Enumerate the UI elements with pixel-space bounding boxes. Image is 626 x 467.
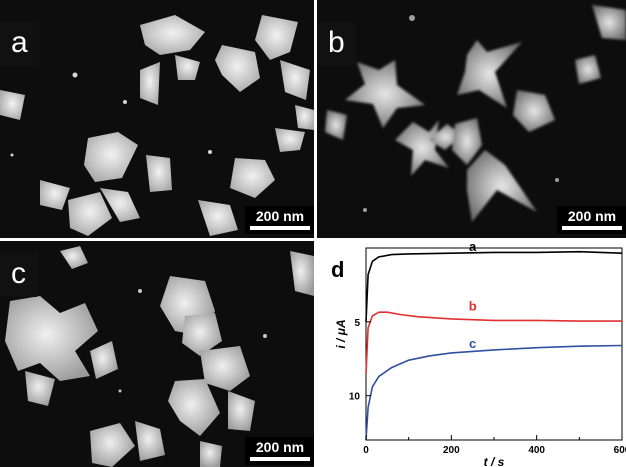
scale-bar-line-b [562,226,622,230]
x-tick-label-0: 0 [363,445,369,456]
scale-bar-label-b: 200 nm [567,208,617,224]
x-tick-label-200: 200 [443,445,460,456]
x-tick-label-600: 600 [614,445,626,456]
chart-panel-d: a b c 0 200 400 600 5 10 t / s i / μA d [317,241,626,467]
panel-label-c: c [0,253,37,297]
scale-bar-line-a [250,226,310,230]
scale-bar-label-a: 200 nm [255,208,305,224]
sem-image-a [0,15,314,236]
chart-panel-label: d [331,257,344,282]
series-line-b [365,311,622,374]
panel-label-b: b [317,22,356,66]
scale-bar-a: 200 nm [245,206,314,234]
x-tick-label-400: 400 [528,445,545,456]
y-tick-label-10: 10 [349,392,361,403]
series-line-a [365,250,623,322]
y-tick-label-5: 5 [354,318,360,329]
x-axis-label: t / s [484,455,505,467]
sem-image-c [5,246,314,467]
scale-bar-b: 200 nm [557,206,626,234]
scale-bar-line-c [250,457,310,461]
series-label-a: a [469,241,477,254]
chart-plot-frame [365,247,623,441]
sem-panel-b: b 200 nm [317,0,626,238]
panel-label-a: a [0,22,39,66]
y-axis-label: i / μA [334,319,348,348]
series-line-c [365,344,623,441]
series-label-b: b [469,299,477,314]
chart-d: a b c 0 200 400 600 5 10 t / s i / μA d [331,241,626,467]
sem-panel-c: c 200 nm [0,241,314,467]
sem-image-b [325,5,626,222]
sem-panel-a: a 200 nm [0,0,314,238]
series-label-c: c [469,336,476,351]
scale-bar-c: 200 nm [245,437,314,465]
scale-bar-label-c: 200 nm [255,439,305,455]
